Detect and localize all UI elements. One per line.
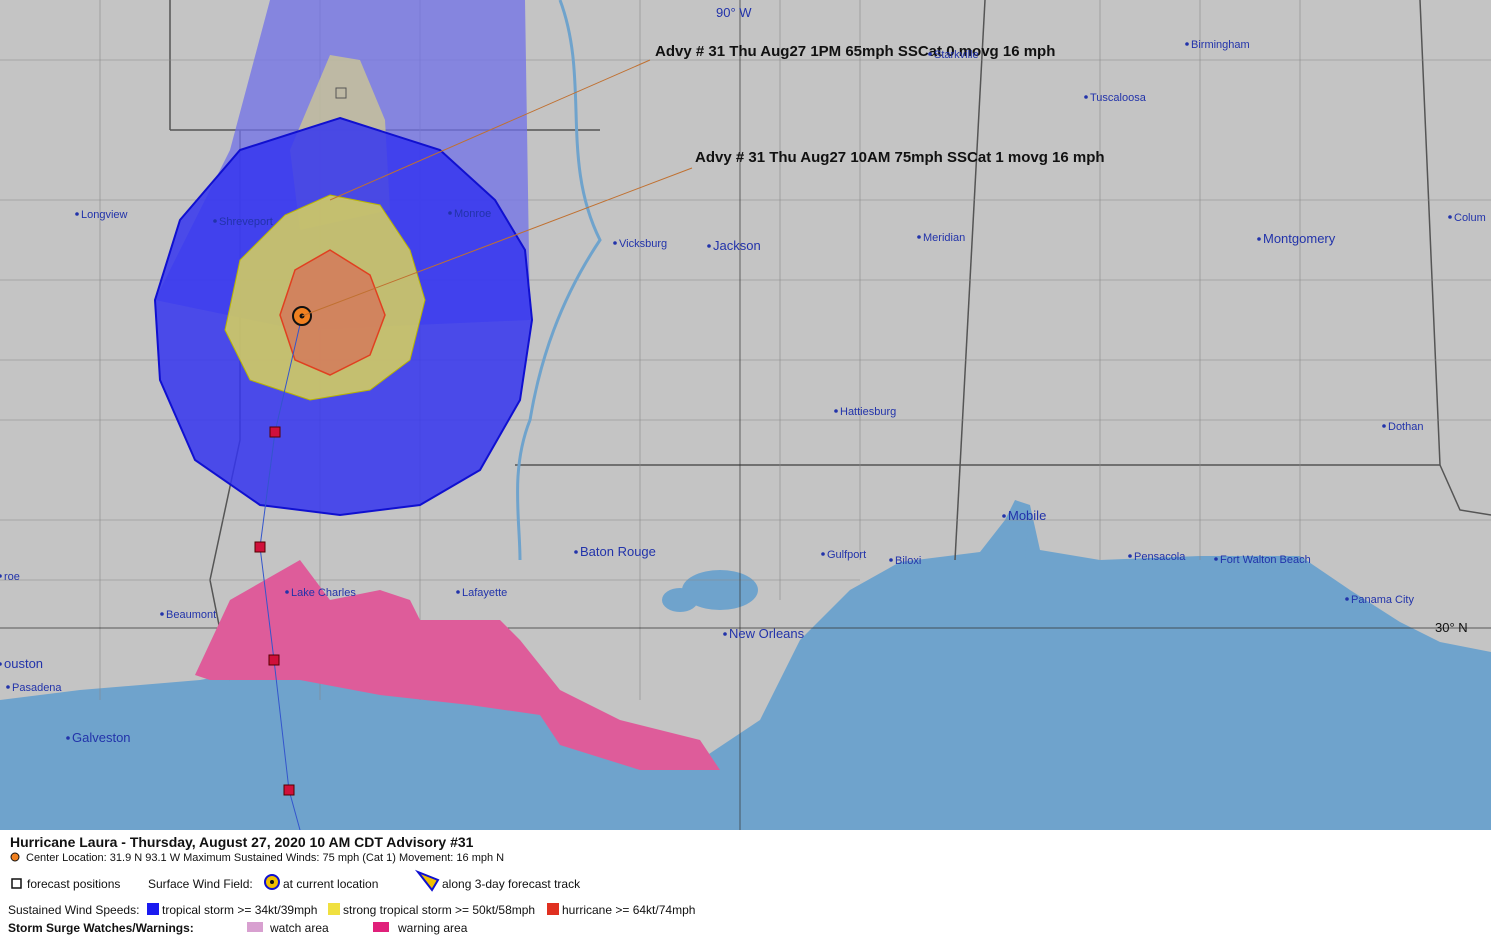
city-label: Starkville bbox=[934, 49, 979, 61]
city-label: Monroe bbox=[454, 208, 491, 220]
leader-lines bbox=[301, 59, 693, 317]
city-dot bbox=[723, 632, 727, 636]
city-label: Dothan bbox=[1388, 421, 1423, 433]
legend-text: strong tropical storm >= 50kt/58mph bbox=[343, 903, 535, 917]
swatch bbox=[547, 903, 559, 915]
city-dot bbox=[613, 241, 617, 245]
city-labels: Birmingham Starkville Tuscaloosa Longview Sh… bbox=[0, 39, 1486, 745]
legend-text: Surface Wind Field: bbox=[148, 877, 253, 891]
city-label: Colum bbox=[1454, 212, 1486, 224]
forecast-track bbox=[259, 315, 303, 831]
city-dot bbox=[448, 211, 452, 215]
city-label: Vicksburg bbox=[619, 238, 667, 250]
city-dot bbox=[66, 736, 70, 740]
swatch bbox=[373, 922, 389, 932]
city-label: Birmingham bbox=[1191, 39, 1250, 51]
legend-text: hurricane >= 64kt/74mph bbox=[562, 903, 695, 917]
forecast-position bbox=[268, 654, 280, 666]
city-label: Montgomery bbox=[1263, 231, 1336, 246]
gulf-water bbox=[0, 505, 1491, 830]
city-dot bbox=[0, 662, 2, 666]
annotation: Advy # 31 Thu Aug27 1PM 65mph SSCat 0 mo… bbox=[655, 43, 1055, 60]
city-dot bbox=[1084, 95, 1088, 99]
lat-label: 30° N bbox=[1435, 620, 1468, 635]
city-dot bbox=[1185, 42, 1189, 46]
footer bbox=[0, 830, 1491, 940]
city-dot bbox=[1448, 215, 1452, 219]
legend-text: along 3-day forecast track bbox=[442, 877, 581, 891]
forecast-position bbox=[269, 426, 281, 438]
city-dot bbox=[1002, 514, 1006, 518]
city-dot bbox=[0, 574, 2, 578]
city-label: Panama City bbox=[1351, 594, 1414, 606]
swatch bbox=[147, 903, 159, 915]
forecast-icon bbox=[11, 878, 22, 889]
legend-text: at current location bbox=[283, 877, 378, 891]
city-label: Longview bbox=[81, 209, 128, 221]
city-label: Baton Rouge bbox=[580, 544, 656, 559]
forecast-position bbox=[283, 784, 295, 796]
annotation: Advy # 31 Thu Aug27 10AM 75mph SSCat 1 m… bbox=[695, 149, 1105, 166]
legend-text: watch area bbox=[269, 921, 329, 935]
city-label: Tuscaloosa bbox=[1090, 92, 1147, 104]
forecast-position bbox=[335, 87, 347, 99]
city-dot bbox=[160, 612, 164, 616]
city-label: ouston bbox=[4, 656, 43, 671]
city-dot bbox=[6, 685, 10, 689]
swatch bbox=[247, 922, 263, 932]
city-label: Shreveport bbox=[219, 216, 273, 228]
city-dot bbox=[1345, 597, 1349, 601]
legend-text: Sustained Wind Speeds: bbox=[8, 903, 139, 917]
city-dot bbox=[285, 590, 289, 594]
city-dot bbox=[1214, 557, 1218, 561]
city-dot bbox=[928, 52, 932, 56]
legend-text: tropical storm >= 34kt/39mph bbox=[162, 903, 317, 917]
city-label: Mobile bbox=[1008, 508, 1046, 523]
city-label: roe bbox=[4, 571, 20, 583]
legend-text: forecast positions bbox=[27, 877, 120, 891]
city-label: Gulfport bbox=[827, 549, 866, 561]
city-dot bbox=[1382, 424, 1386, 428]
city-label: Galveston bbox=[72, 730, 131, 745]
city-dot bbox=[917, 235, 921, 239]
city-dot bbox=[574, 550, 578, 554]
city-dot bbox=[1128, 554, 1132, 558]
city-dot bbox=[889, 558, 893, 562]
river bbox=[516, 0, 602, 561]
city-dot bbox=[821, 552, 825, 556]
lon-label: 90° W bbox=[716, 5, 752, 20]
center-icon bbox=[10, 852, 20, 862]
legend-text: warning area bbox=[397, 921, 468, 935]
city-dot bbox=[834, 409, 838, 413]
forecast-position bbox=[254, 541, 266, 553]
storm-surge-warning bbox=[195, 560, 720, 770]
legend-text: Storm Surge Watches/Warnings: bbox=[8, 921, 194, 935]
city-label: Lake Charles bbox=[291, 587, 356, 599]
footer-details: Center Location: 31.9 N 93.1 W Maximum S… bbox=[26, 852, 504, 864]
city-label: New Orleans bbox=[729, 626, 805, 641]
city-label: Lafayette bbox=[462, 587, 507, 599]
city-label: Beaumont bbox=[166, 609, 216, 621]
city-label: Pensacola bbox=[1134, 551, 1186, 563]
footer-title: Hurricane Laura - Thursday, August 27, 2… bbox=[10, 834, 474, 850]
city-dot bbox=[456, 590, 460, 594]
bay bbox=[1005, 500, 1030, 560]
city-label: Meridian bbox=[923, 232, 965, 244]
city-dot bbox=[213, 219, 217, 223]
city-dot bbox=[707, 244, 711, 248]
city-label: Pasadena bbox=[12, 682, 62, 694]
city-dot bbox=[75, 212, 79, 216]
city-label: Jackson bbox=[713, 238, 761, 253]
city-dot bbox=[1257, 237, 1261, 241]
swatch bbox=[328, 903, 340, 915]
forecast-positions bbox=[254, 426, 295, 796]
city-label: Biloxi bbox=[895, 555, 921, 567]
track-icon bbox=[414, 869, 440, 892]
city-label: Fort Walton Beach bbox=[1220, 554, 1311, 566]
city-label: Hattiesburg bbox=[840, 406, 896, 418]
lake bbox=[662, 588, 698, 612]
wind-icon bbox=[270, 880, 274, 884]
